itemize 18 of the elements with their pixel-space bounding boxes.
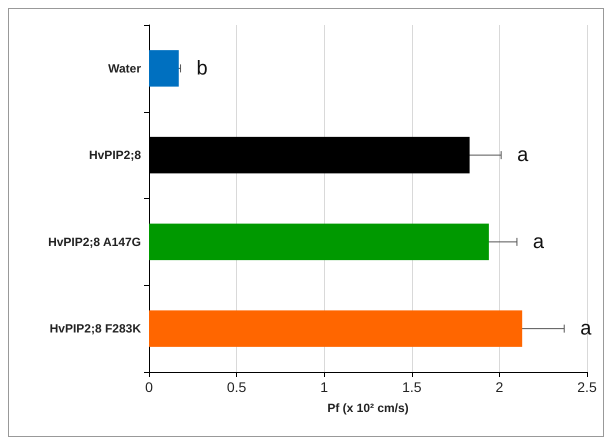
bar xyxy=(149,310,522,347)
annotation: a xyxy=(517,144,530,166)
annotation: a xyxy=(532,230,545,253)
x-tick-label: 1.5 xyxy=(402,379,422,395)
x-tick-label: 1 xyxy=(320,379,328,395)
x-tick-label: 2.5 xyxy=(577,379,597,395)
y-tick-label: Water xyxy=(108,61,142,76)
y-tick-label: HvPIP2;8 xyxy=(88,148,142,162)
x-tick-label: 0 xyxy=(145,379,154,395)
x-tick-label: 2 xyxy=(496,379,504,395)
y-tick-label: HvPIP2;8 F283K xyxy=(50,322,142,336)
bar xyxy=(149,224,489,260)
x-axis-title: Pf (x 10² cm/s) xyxy=(327,401,409,415)
annotation: b xyxy=(196,57,208,80)
x-tick-label: 0.5 xyxy=(226,379,247,395)
bar xyxy=(149,50,179,87)
annotation: a xyxy=(580,318,592,340)
y-tick-label: HvPIP2;8 A147G xyxy=(48,234,141,249)
